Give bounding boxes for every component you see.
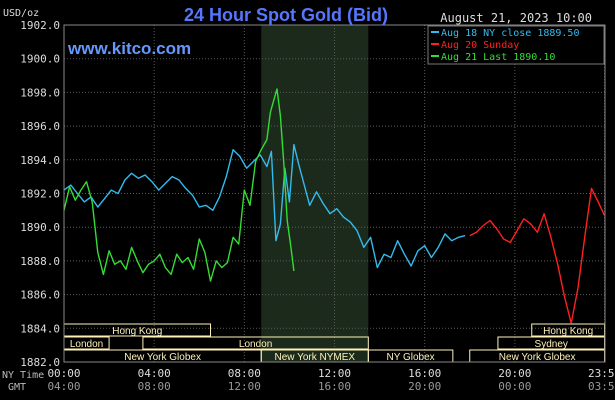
x-tick-label-ny: 00:00 xyxy=(47,367,80,380)
y-tick-label: 1898.0 xyxy=(20,86,60,99)
y-tick-label: 1894.0 xyxy=(20,154,60,167)
y-tick-label: 1890.0 xyxy=(20,221,60,234)
y-tick-label: 1882.0 xyxy=(20,356,60,369)
plot-border xyxy=(63,24,606,363)
y-tick-label: 1902.0 xyxy=(20,19,60,32)
y-tick-label: 1888.0 xyxy=(20,255,60,268)
y-tick-label: 1886.0 xyxy=(20,289,60,302)
y-tick-label: 1896.0 xyxy=(20,120,60,133)
unit-label: USD/oz xyxy=(3,8,39,19)
x-tick-label-ny: 04:00 xyxy=(138,367,171,380)
session-label: New York NYMEX xyxy=(274,352,355,363)
y-tick-label: 1892.0 xyxy=(20,188,60,201)
series-line xyxy=(469,187,606,324)
y-axis: 1882.0 1884.0 1886.0 1888.0 1890.0 1892.0 1894… xyxy=(20,19,60,369)
legend-entry: Aug 20 Sunday xyxy=(441,40,519,51)
x-axis: 00:0004:0004:0008:0008:0012:0012:0016:00… xyxy=(47,367,615,393)
session-label: Hong Kong xyxy=(112,326,162,337)
x-tick-label-ny: 16:00 xyxy=(408,367,441,380)
session-label: London xyxy=(239,339,272,350)
y-tick-label: 1884.0 xyxy=(20,322,60,335)
x-tick-label-ny: 20:00 xyxy=(498,367,531,380)
series-line xyxy=(63,143,466,269)
session-bar xyxy=(142,336,369,350)
x-tick-label-ny: 23:59 xyxy=(588,367,615,380)
x-tick-label-gmt: 04:00 xyxy=(47,380,80,393)
x-tick-label-gmt: 03:59 xyxy=(588,380,615,393)
x-tick-label-gmt: 12:00 xyxy=(228,380,261,393)
nymex-session-band xyxy=(261,25,369,362)
ny-time-label: NY Time xyxy=(2,370,44,381)
x-tick-label-gmt: 16:00 xyxy=(318,380,351,393)
series-line xyxy=(63,88,295,282)
gmt-label: GMT xyxy=(8,382,26,393)
y-tick-label: 1900.0 xyxy=(20,53,60,66)
session-label: New York Globex xyxy=(499,352,576,363)
session-label: NY Globex xyxy=(386,352,434,363)
source-watermark: www.kitco.com xyxy=(67,39,191,58)
x-tick-label-gmt: 20:00 xyxy=(408,380,441,393)
session-label: New York Globex xyxy=(124,352,201,363)
x-tick-label-ny: 12:00 xyxy=(318,367,351,380)
legend-box xyxy=(427,25,605,65)
legend-entry: Aug 18 NY close 1889.50 xyxy=(441,28,579,39)
chart-title: 24 Hour Spot Gold (Bid) xyxy=(184,5,388,25)
session-label: London xyxy=(70,339,103,350)
session-label: Sydney xyxy=(535,339,568,350)
session-label: Hong Kong xyxy=(543,326,593,337)
x-tick-label-gmt: 08:00 xyxy=(138,380,171,393)
price-lines xyxy=(63,88,606,324)
x-tick-label-gmt: 00:00 xyxy=(498,380,531,393)
legend-entry: Aug 21 Last 1890.10 xyxy=(441,52,555,63)
x-tick-label-ny: 08:00 xyxy=(228,367,261,380)
date-label: August 21, 2023 10:00 xyxy=(440,11,592,25)
